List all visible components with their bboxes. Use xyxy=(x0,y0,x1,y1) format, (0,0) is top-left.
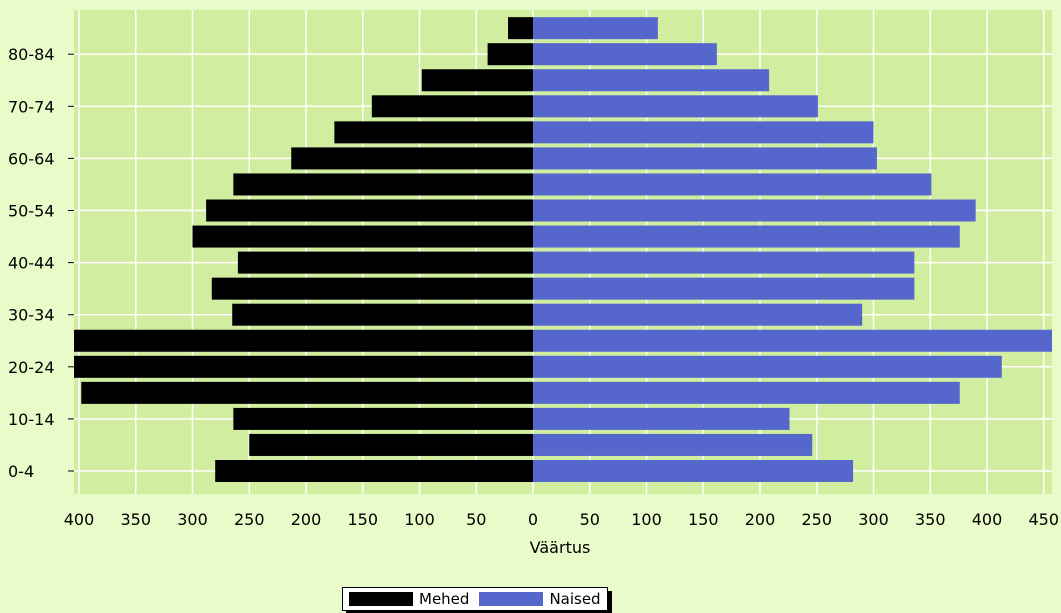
legend: Mehed Naised xyxy=(342,587,608,611)
bar-naised-75-79 xyxy=(533,69,770,92)
x-tick-label: 350 xyxy=(120,510,151,529)
bar-naised-35-39 xyxy=(533,277,915,300)
bars xyxy=(74,17,1052,482)
bar-mehed-30-34 xyxy=(232,303,533,326)
x-tick-label: 350 xyxy=(915,510,946,529)
bar-naised-65-69 xyxy=(533,121,874,144)
x-tick-label: 150 xyxy=(347,510,378,529)
bar-mehed-20-24 xyxy=(74,355,533,378)
x-axis-tick-labels: 400 350 300 250 200 150 100 50 0 50 100 150 200 250 30… xyxy=(64,510,1059,529)
x-tick-label: 50 xyxy=(466,510,486,529)
bar-mehed-40-44 xyxy=(237,251,533,274)
x-tick-label: 400 xyxy=(64,510,95,529)
bar-mehed-35-39 xyxy=(211,277,534,300)
bar-mehed-85+ xyxy=(508,17,533,40)
legend-swatch-mehed xyxy=(349,592,413,606)
bar-naised-5-9 xyxy=(533,433,813,456)
y-tick-label: 40-44 xyxy=(8,254,55,273)
bar-mehed-10-14 xyxy=(233,407,534,430)
legend-item-mehed: Mehed xyxy=(349,590,469,608)
bar-mehed-5-9 xyxy=(249,433,533,456)
bar-naised-20-24 xyxy=(533,355,1002,378)
bar-mehed-0-4 xyxy=(215,460,533,482)
bar-naised-80-84 xyxy=(533,43,717,66)
bar-mehed-75-79 xyxy=(421,69,533,92)
x-tick-label: 200 xyxy=(745,510,776,529)
x-tick-label: 200 xyxy=(291,510,322,529)
legend-swatch-naised xyxy=(479,592,544,606)
x-tick-label: 250 xyxy=(234,510,265,529)
bar-naised-0-4 xyxy=(533,460,854,482)
legend-label-naised: Naised xyxy=(549,590,601,608)
bar-naised-10-14 xyxy=(533,407,790,430)
x-tick-label: 150 xyxy=(688,510,719,529)
bar-naised-45-49 xyxy=(533,225,960,248)
bar-naised-85+ xyxy=(533,17,658,40)
y-tick-label: 0-4 xyxy=(8,462,34,481)
x-tick-label: 100 xyxy=(631,510,662,529)
x-tick-label: 400 xyxy=(972,510,1003,529)
x-tick-label: 50 xyxy=(580,510,600,529)
bar-mehed-55-59 xyxy=(233,173,534,196)
x-tick-label: 450 xyxy=(1028,510,1059,529)
bar-naised-40-44 xyxy=(533,251,915,274)
bar-mehed-60-64 xyxy=(291,147,533,170)
y-axis-tick-labels: 0-4 10-14 20-24 30-34 40-44 50-54 60-64 70-74 80… xyxy=(8,45,74,481)
legend-item-naised: Naised xyxy=(479,590,601,608)
y-tick-label: 70-74 xyxy=(8,97,55,116)
y-tick-label: 10-14 xyxy=(8,410,55,429)
x-axis-title: Väärtus xyxy=(530,538,591,557)
bar-naised-70-74 xyxy=(533,95,818,118)
bar-mehed-25-29 xyxy=(74,329,533,352)
y-tick-label: 20-24 xyxy=(8,358,55,377)
bar-mehed-80-84 xyxy=(487,43,533,66)
legend-label-mehed: Mehed xyxy=(419,590,470,608)
bar-naised-30-34 xyxy=(533,303,863,326)
y-tick-label: 30-34 xyxy=(8,306,55,325)
x-tick-label: 300 xyxy=(858,510,889,529)
y-tick-label: 50-54 xyxy=(8,202,55,221)
bar-naised-15-19 xyxy=(533,381,960,404)
x-tick-label: 100 xyxy=(404,510,435,529)
x-tick-label: 250 xyxy=(801,510,832,529)
bar-mehed-50-54 xyxy=(206,199,533,222)
y-tick-label: 60-64 xyxy=(8,149,55,168)
x-tick-label: 300 xyxy=(177,510,208,529)
y-tick-label: 80-84 xyxy=(8,45,55,64)
bar-naised-25-29 xyxy=(533,329,1052,352)
bar-mehed-45-49 xyxy=(192,225,533,248)
bar-naised-60-64 xyxy=(533,147,877,170)
x-tick-label: 0 xyxy=(528,510,538,529)
bar-mehed-15-19 xyxy=(81,381,534,404)
bar-naised-50-54 xyxy=(533,199,976,222)
bar-mehed-70-74 xyxy=(371,95,533,118)
bar-mehed-65-69 xyxy=(334,121,533,144)
bar-naised-55-59 xyxy=(533,173,932,196)
